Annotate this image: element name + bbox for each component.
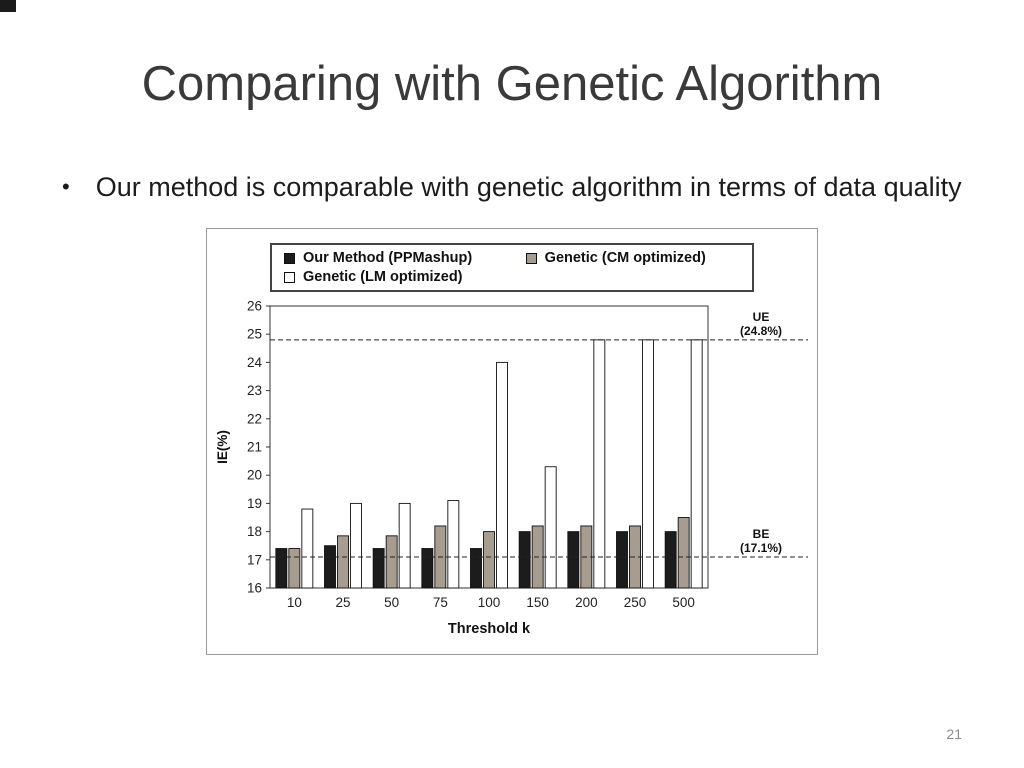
bar [337,535,349,589]
y-tick-label: 20 [247,468,262,483]
slide-title: Comparing with Genetic Algorithm [141,57,883,111]
x-tick-label: 25 [335,595,350,610]
bar [398,503,411,589]
bar [567,531,580,589]
legend-item-our-method: Our Method (PPMashup) [284,250,526,266]
legend-item-genetic-lm: Genetic (LM optimized) [284,269,526,285]
bar [350,503,362,589]
legend-label-genetic-cm: Genetic (CM optimized) [544,250,706,267]
bar [544,466,557,589]
y-tick-label: 22 [247,412,262,427]
bar [385,535,398,589]
x-tick-label: 50 [384,595,399,610]
bullet-item: • Our method is comparable with genetic … [62,170,964,204]
x-tick-label: 500 [672,595,695,610]
legend-item-genetic-cm: Genetic (CM optimized) [525,250,740,267]
bar [496,362,508,589]
legend-swatch-genetic-lm [284,271,295,283]
bullet-text: Our method is comparable with genetic al… [95,172,962,203]
y-tick-label: 17 [247,553,262,568]
y-tick-label: 25 [247,327,262,342]
chart-svg: 16 17 18 19 20 21 22 23 24 25 26 IE(%) 10 25 50 75 100 15… [215,299,808,637]
bar [642,339,654,589]
chart-legend: Our Method (PPMashup) Genetic (CM optimi… [270,243,754,293]
x-tick-label: 150 [526,595,549,610]
bar [372,548,385,589]
bar [324,545,336,589]
legend-label-genetic-lm: Genetic (LM optimized) [303,269,463,286]
bar [483,531,495,589]
legend-swatch-our-method [284,252,295,264]
reference-line-label: UE [753,310,770,324]
y-tick-label: 21 [247,440,262,455]
bar [616,531,628,589]
x-tick-label: 75 [433,595,448,610]
bar [275,548,288,589]
y-tick-label: 26 [247,299,262,314]
reference-line-value: (24.8%) [740,324,782,338]
y-axis-label: IE(%) [215,430,230,464]
y-tick-label: 18 [247,524,262,539]
reference-line-value: (17.1%) [740,541,782,555]
bar [664,531,677,589]
y-tick-label: 23 [247,383,262,398]
bar [301,508,314,589]
bar [690,339,703,589]
bar [677,517,690,589]
legend-label-our-method: Our Method (PPMashup) [303,250,473,267]
bar [421,548,434,589]
x-tick-label: 100 [478,595,501,610]
page-number: 21 [946,726,962,742]
legend-swatch-genetic-cm [525,252,537,264]
chart-figure: Our Method (PPMashup) Genetic (CM optimi… [206,228,818,656]
x-axis-label: Threshold k [448,621,531,637]
bar [518,531,531,589]
reference-line-label: BE [753,527,770,541]
bar [447,500,460,589]
bar [593,339,606,589]
bar [470,548,482,589]
x-tick-label: 250 [624,595,647,610]
y-tick-label: 24 [247,355,263,370]
bullet-glyph: • [62,174,70,200]
y-tick-label: 16 [247,581,262,596]
x-tick-label: 10 [287,595,302,610]
y-tick-label: 19 [247,496,262,511]
x-tick-label: 200 [575,595,598,610]
slide-corner-decoration [0,0,16,12]
bar [288,548,301,589]
